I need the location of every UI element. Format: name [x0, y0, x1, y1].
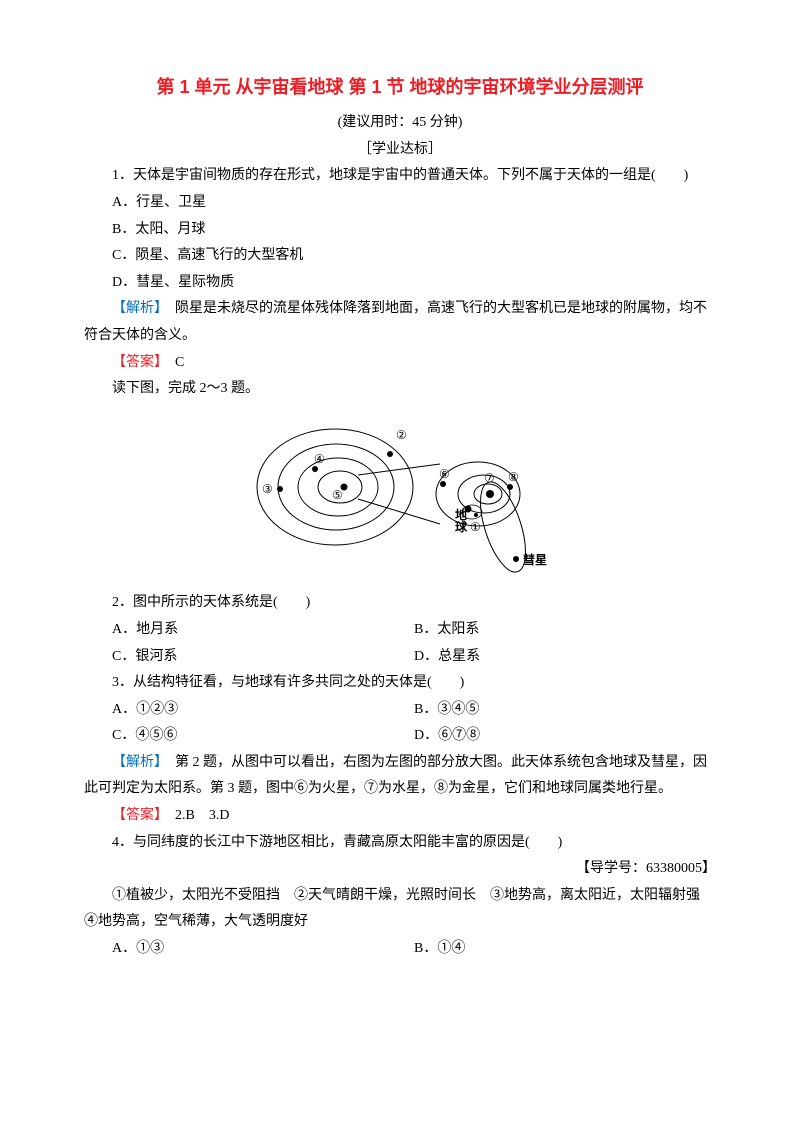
figure-intro: 读下图，完成 2～3 题。 [84, 376, 716, 403]
svg-text:⑤: ⑤ [332, 488, 343, 502]
analysis-label: 【解析】 [112, 301, 161, 316]
q2-option-d: D．总星系 [400, 644, 730, 671]
svg-text:①: ① [470, 520, 481, 534]
q1-option-d: D．彗星、星际物质 [84, 270, 716, 297]
q3-stem: 3．从结构特征看，与地球有许多共同之处的天体是( ) [84, 670, 716, 697]
q1-analysis-text: 陨星是未烧尽的流星体残体降落到地面，高速飞行的大型客机已是地球的附属物，均不符合… [84, 301, 707, 343]
svg-text:③: ③ [262, 482, 273, 496]
svg-text:④: ④ [314, 452, 325, 466]
q23-answer: 【答案】 2.B 3.D [84, 803, 716, 830]
svg-text:⑦: ⑦ [484, 471, 495, 485]
q4-option-a: A．①③ [84, 936, 400, 963]
q1-analysis: 【解析】 陨星是未烧尽的流星体残体降落到地面，高速飞行的大型客机已是地球的附属物… [84, 296, 716, 349]
q2-option-b: B．太阳系 [400, 617, 730, 644]
q3-option-c: C．④⑤⑥ [84, 723, 400, 750]
q1-option-a: A．行星、卫星 [84, 190, 716, 217]
q1-answer-text: C [161, 355, 184, 370]
svg-text:球: 球 [455, 519, 468, 534]
q2-option-c: C．银河系 [84, 644, 400, 671]
q3-option-d: D．⑥⑦⑧ [400, 723, 730, 750]
answer-label: 【答案】 [112, 808, 161, 823]
svg-text:⑧: ⑧ [508, 470, 519, 484]
celestial-system-diagram: ② ③ ④ ⑤ ⑥ ⑧ [84, 409, 716, 585]
guide-number: 【导学号：63380005】 [84, 856, 716, 883]
suggested-time: (建议用时：45 分钟) [84, 110, 716, 137]
q1-option-c: C．陨星、高速飞行的大型客机 [84, 243, 716, 270]
svg-text:②: ② [396, 428, 407, 442]
q23-analysis: 【解析】 第 2 题，从图中可以看出，右图为左图的部分放大图。此天体系统包含地球… [84, 750, 716, 803]
analysis-label: 【解析】 [112, 755, 161, 770]
svg-text:彗星: 彗星 [523, 552, 547, 567]
page-title: 第 1 单元 从宇宙看地球 第 1 节 地球的宇宙环境学业分层测评 [84, 70, 716, 104]
q23-answer-text: 2.B 3.D [161, 808, 229, 823]
q2-stem: 2．图中所示的天体系统是( ) [84, 590, 716, 617]
q4-option-b: B．①④ [400, 936, 730, 963]
q4-stem: 4．与同纬度的长江中下游地区相比，青藏高原太阳能丰富的原因是( ) [84, 830, 716, 857]
section-tag: ［学业达标］ [84, 137, 716, 164]
q1-option-b: B．太阳、月球 [84, 217, 716, 244]
q3-option-b: B．③④⑤ [400, 697, 730, 724]
q4-choices-line: ①植被少，太阳光不受阻挡 ②天气晴朗干燥，光照时间长 ③地势高，离太阳近，太阳辐… [84, 883, 716, 936]
q1-stem: 1．天体是宇宙间物质的存在形式，地球是宇宙中的普通天体。下列不属于天体的一组是(… [84, 163, 716, 190]
q1-answer: 【答案】 C [84, 350, 716, 377]
q3-option-a: A．①②③ [84, 697, 400, 724]
svg-text:⑥: ⑥ [439, 467, 450, 481]
q23-analysis-text: 第 2 题，从图中可以看出，右图为左图的部分放大图。此天体系统包含地球及彗星，因… [84, 755, 707, 797]
q2-option-a: A．地月系 [84, 617, 400, 644]
answer-label: 【答案】 [112, 355, 161, 370]
